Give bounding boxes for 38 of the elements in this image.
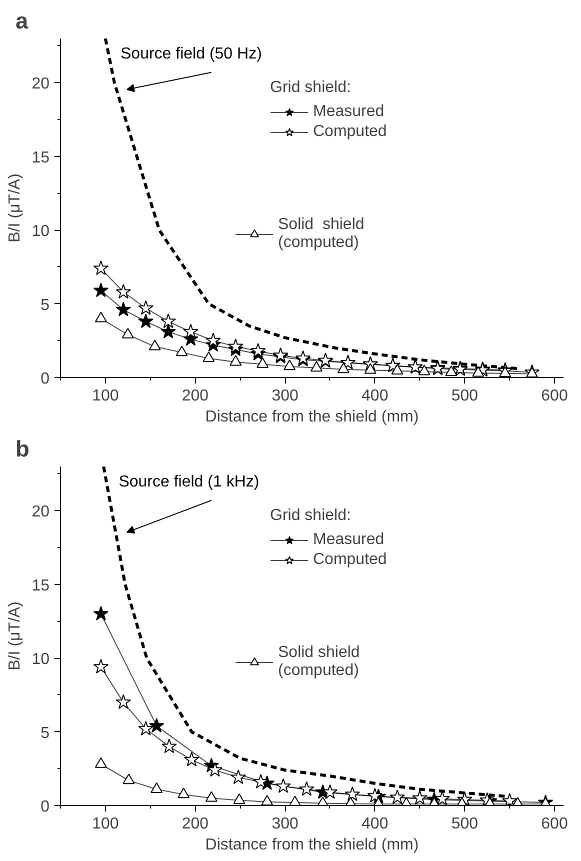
y-tick-label: 15 bbox=[32, 149, 50, 166]
legend-title: Grid shield: bbox=[270, 79, 352, 97]
y-axis-title: B/I (μT/A) bbox=[6, 174, 24, 242]
x-tick-label: 500 bbox=[451, 388, 478, 404]
x-axis-title: Distance from the shield (mm) bbox=[205, 836, 419, 854]
series-label: Source field (50 Hz) bbox=[120, 45, 262, 62]
x-tick-label: 200 bbox=[182, 816, 209, 832]
legend-label: Solid shield (computed) bbox=[278, 644, 360, 680]
y-tick-label: 20 bbox=[32, 504, 50, 521]
legend-label: Measured bbox=[313, 103, 384, 121]
y-tick-label: 5 bbox=[40, 296, 50, 314]
x-tick-label: 600 bbox=[541, 816, 568, 832]
y-tick-label: 5 bbox=[40, 724, 50, 742]
y-tick-label: 0 bbox=[40, 798, 50, 816]
x-tick-label: 200 bbox=[182, 388, 209, 404]
y-tick-label: 15 bbox=[32, 577, 50, 594]
y-tick-label: 0 bbox=[40, 370, 50, 388]
y-tick-label: 10 bbox=[32, 651, 50, 668]
y-tick-label: 10 bbox=[32, 223, 50, 240]
x-tick-label: 300 bbox=[272, 816, 299, 832]
legend-label: Measured bbox=[313, 531, 384, 549]
series-label: Source field (1 kHz) bbox=[118, 473, 260, 490]
legend-label: Computed bbox=[313, 123, 387, 141]
x-tick-label: 100 bbox=[92, 816, 119, 832]
x-tick-label: 300 bbox=[272, 388, 299, 404]
x-tick-label: 100 bbox=[92, 388, 119, 404]
legend-title: Grid shield: bbox=[270, 507, 352, 525]
legend-label: Computed bbox=[313, 551, 387, 569]
chart-title: a bbox=[16, 8, 28, 34]
x-axis-title: Distance from the shield (mm) bbox=[205, 408, 419, 426]
x-tick-label: 400 bbox=[362, 816, 388, 832]
x-tick-label: 400 bbox=[362, 388, 388, 404]
legend-label: Solid shield (computed) bbox=[278, 216, 364, 252]
y-axis-title: B/I (μT/A) bbox=[6, 602, 24, 670]
x-tick-label: 500 bbox=[451, 816, 478, 832]
y-tick-label: 20 bbox=[32, 76, 50, 93]
chart-title: b bbox=[16, 436, 30, 462]
x-tick-label: 600 bbox=[541, 388, 568, 404]
